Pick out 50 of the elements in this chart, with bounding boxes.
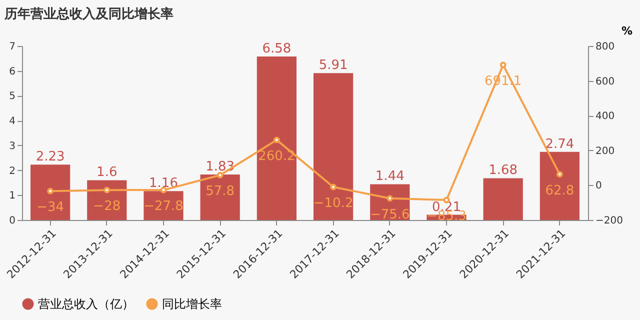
data-label: −10.2 bbox=[313, 196, 354, 211]
y2-tick-label: 200 bbox=[596, 146, 615, 157]
y2-tick-label: 0 bbox=[596, 180, 602, 192]
y-tick-label: 5 bbox=[9, 91, 16, 102]
y2-tick-label: −200 bbox=[596, 216, 623, 226]
point bbox=[330, 184, 337, 190]
y-tick-label: 4 bbox=[9, 116, 16, 128]
data-label: 1.16 bbox=[149, 176, 178, 192]
y-tick-label: 3 bbox=[9, 140, 16, 152]
y2-tick-label: 400 bbox=[596, 111, 615, 122]
data-label: 62.8 bbox=[545, 183, 574, 198]
bar bbox=[540, 152, 580, 220]
legend-label: 营业总收入（亿） bbox=[38, 297, 134, 311]
bar bbox=[30, 164, 70, 220]
point bbox=[104, 186, 110, 194]
bar bbox=[87, 180, 127, 220]
bar bbox=[144, 191, 184, 220]
point bbox=[160, 186, 167, 194]
legend-label: 同比增长率 bbox=[162, 297, 222, 311]
y2-tick-label: 800 bbox=[596, 42, 615, 52]
bar bbox=[200, 174, 240, 220]
y2-axis-title: % bbox=[621, 24, 632, 38]
y-tick-label: 0 bbox=[9, 216, 16, 226]
chart-title: 历年营业总收入及同比增长率 bbox=[4, 6, 174, 22]
data-label: 2.74 bbox=[545, 136, 574, 152]
bar bbox=[483, 178, 523, 220]
data-label: 1.6 bbox=[96, 165, 118, 180]
point bbox=[500, 62, 506, 68]
data-label: −28 bbox=[93, 199, 121, 214]
bar bbox=[313, 73, 354, 220]
data-label: −27.8 bbox=[144, 199, 184, 214]
y-tick-label: 2 bbox=[9, 166, 16, 177]
point bbox=[216, 172, 224, 178]
point bbox=[47, 188, 54, 194]
bar bbox=[256, 56, 297, 220]
data-label: −75.6 bbox=[370, 207, 410, 222]
data-label: 1.44 bbox=[375, 169, 404, 184]
y-tick-label: 6 bbox=[9, 66, 16, 78]
data-label: 5.91 bbox=[318, 58, 348, 74]
data-label: 57.8 bbox=[206, 184, 235, 200]
data-label: 2.23 bbox=[36, 150, 65, 165]
y-tick-label: 1 bbox=[9, 190, 16, 202]
data-label: 6.58 bbox=[262, 41, 292, 56]
point bbox=[386, 195, 394, 202]
point bbox=[273, 136, 280, 144]
y2-tick-label: 600 bbox=[596, 76, 615, 88]
data-label: 1.68 bbox=[488, 163, 518, 178]
y-tick-label: 7 bbox=[9, 42, 16, 52]
point bbox=[556, 171, 563, 178]
data-label: −34 bbox=[36, 200, 64, 216]
